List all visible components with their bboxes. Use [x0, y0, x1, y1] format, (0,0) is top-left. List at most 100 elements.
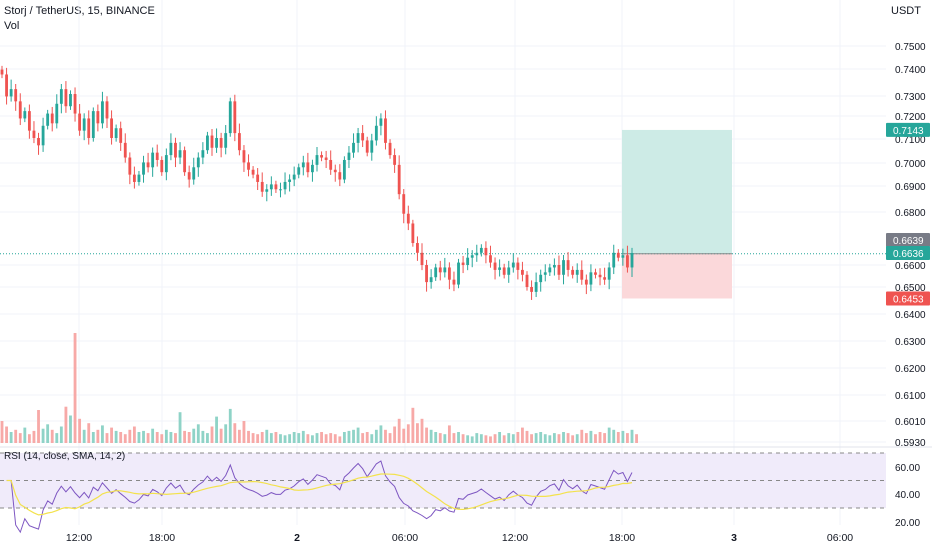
candle-body	[484, 247, 488, 256]
volume-bar	[247, 430, 250, 443]
y-tick-label: 0.6010	[895, 417, 926, 428]
volume-bar	[552, 433, 556, 443]
candle-body	[14, 89, 18, 102]
volume-bar	[301, 430, 305, 443]
volume-bar	[37, 410, 40, 443]
candle-body	[306, 162, 310, 173]
candle-body	[123, 142, 127, 158]
volume-bar	[123, 434, 127, 443]
volume-bar	[110, 427, 113, 443]
candle-body	[525, 274, 529, 287]
candle-body	[237, 133, 241, 151]
volume-bar	[183, 430, 187, 443]
volume-bar	[370, 434, 374, 443]
volume-bar	[580, 429, 584, 443]
volume-bar	[23, 427, 27, 443]
volume-bar	[55, 433, 59, 443]
volume-bar	[142, 430, 145, 443]
volume-bar	[416, 423, 419, 443]
rsi-sma-line	[6, 473, 633, 516]
position-zones	[0, 129, 886, 299]
candle-body	[516, 262, 520, 270]
volume-bar	[374, 429, 378, 443]
volume-bar	[242, 421, 246, 443]
volume-bar	[429, 429, 433, 443]
volume-bar	[557, 434, 561, 443]
candle-body	[32, 130, 36, 138]
volume-bar	[479, 434, 483, 443]
candle-body	[589, 272, 593, 285]
y-tick-label: 0.7100	[895, 135, 926, 146]
x-tick-label: 12:00	[502, 532, 528, 544]
candle-body	[324, 157, 328, 160]
y-tick-label: 0.7300	[895, 92, 926, 103]
volume-bar	[425, 427, 428, 443]
volume-bar	[489, 436, 492, 443]
candle-body	[594, 272, 597, 275]
price-badge-label: 0.7143	[893, 126, 924, 137]
volume-bar	[91, 432, 95, 443]
candle-body	[269, 184, 273, 190]
candle-body	[265, 189, 269, 192]
volume-bar	[584, 433, 588, 443]
candle-body	[69, 94, 72, 107]
y-tick-label: 0.7000	[895, 159, 926, 170]
candle-body	[183, 150, 187, 173]
price-badge	[886, 246, 930, 260]
volume-bar	[82, 429, 86, 443]
x-tick-label: 12:00	[66, 532, 92, 544]
volume-bar	[406, 424, 410, 443]
volume-bar	[461, 434, 465, 443]
candle-body	[219, 137, 223, 148]
x-tick-label: 06:00	[392, 532, 418, 544]
volume-bar	[279, 434, 282, 443]
candle-body	[571, 269, 575, 275]
candle-body	[584, 279, 588, 285]
candle-body	[37, 137, 40, 146]
candle-body	[374, 125, 378, 141]
candle-body	[292, 174, 296, 180]
candle-body	[105, 101, 109, 119]
candle-body	[539, 274, 543, 283]
volume-bar	[534, 433, 538, 443]
volume-bar	[447, 425, 451, 443]
candle-body	[438, 267, 442, 273]
volume-bar	[475, 433, 479, 443]
volume-bar	[14, 429, 18, 443]
candle-body	[621, 255, 625, 258]
candle-body	[575, 269, 579, 275]
volume-bar	[452, 433, 456, 443]
volume-bar	[274, 432, 278, 443]
volume-label: Vol	[4, 20, 20, 32]
y-tick-label: 0.7200	[895, 112, 926, 123]
candle-body	[251, 169, 255, 175]
candle-body	[479, 247, 483, 253]
volume-bar	[187, 432, 191, 443]
currency-label: USDT	[891, 5, 921, 17]
volume-bar	[105, 433, 109, 443]
volume-bar	[128, 429, 132, 443]
volume-bar	[206, 433, 209, 443]
candle-body	[0, 69, 4, 75]
y-tick-label: 0.6800	[895, 208, 926, 219]
candle-body	[91, 111, 95, 138]
volume-bar	[59, 426, 63, 443]
candle-body	[142, 162, 145, 175]
candle-body	[466, 257, 470, 266]
candle-body	[420, 252, 424, 266]
candle-body	[64, 89, 68, 107]
y-tick-label: 0.6200	[895, 364, 926, 375]
candle-body	[96, 111, 100, 124]
volume-bar	[342, 432, 346, 443]
volume-bar	[507, 433, 511, 443]
volume-bar	[297, 433, 301, 443]
volume-bar	[119, 432, 123, 443]
candle-body	[128, 157, 132, 175]
y-tick-label: 0.6600	[895, 261, 926, 272]
candle-body	[137, 174, 141, 182]
volume-bar	[516, 432, 520, 443]
volume-bar	[9, 432, 13, 443]
volume-bar	[502, 435, 506, 443]
volume-bar	[215, 416, 218, 443]
